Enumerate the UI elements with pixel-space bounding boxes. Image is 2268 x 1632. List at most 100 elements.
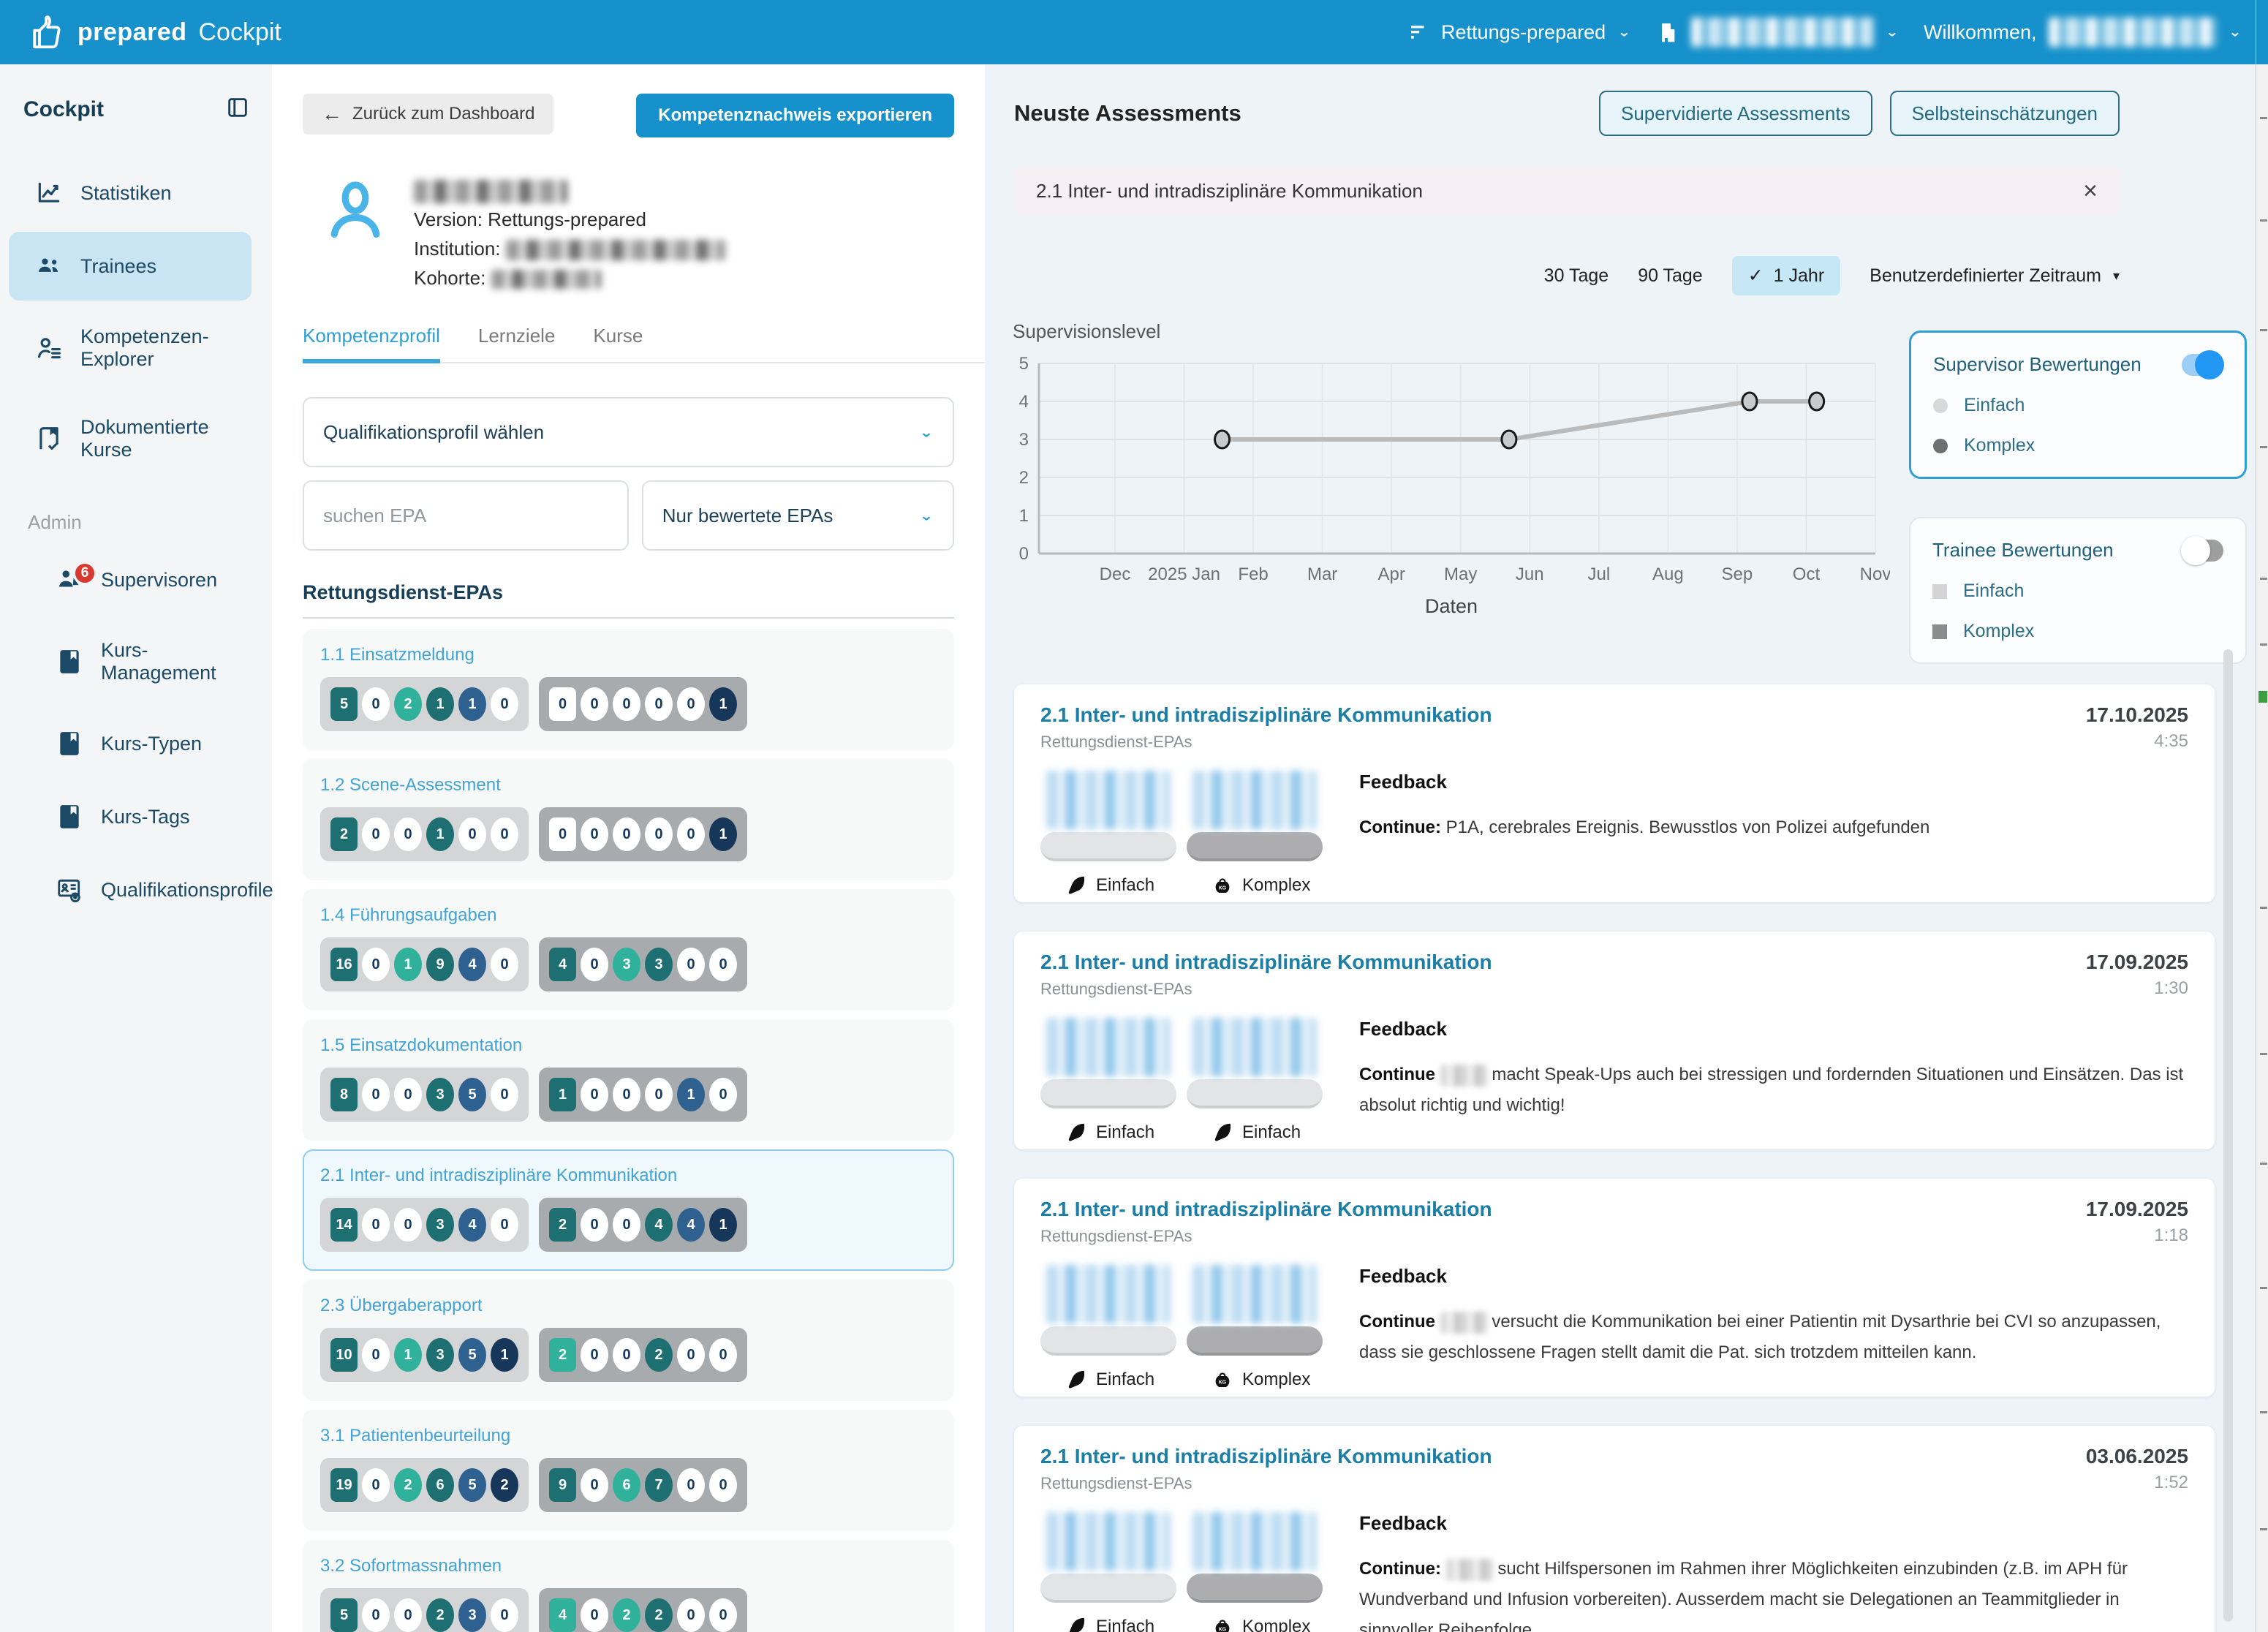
rating-column: Einfach indirekte Supervision — [1040, 1018, 1176, 1149]
epa-title-link[interactable]: 1.2 Scene-Assessment — [320, 775, 501, 795]
back-to-dashboard-button[interactable]: ← Zurück zum Dashboard — [303, 94, 554, 135]
qualification-profile-select[interactable]: Qualifikationsprofil wählen ⌄ — [303, 397, 954, 467]
feedback-heading: Feedback — [1359, 1018, 1447, 1040]
user-menu[interactable]: Willkommen, ⌄ — [1924, 18, 2242, 47]
sidebar-item-kurs-tags[interactable]: Kurs-Tags — [9, 782, 252, 851]
check-icon: ✓ — [1747, 265, 1764, 286]
supervisor-toggle[interactable] — [2182, 350, 2224, 379]
epa-count-badge: 2 — [394, 1468, 422, 1502]
prepared-logo-icon — [33, 15, 61, 49]
sidebar-item-label: Kurs-Management — [101, 639, 216, 684]
epa-item[interactable]: 2.1 Inter- und intradisziplinäre Kommuni… — [303, 1149, 954, 1271]
range-90-tage[interactable]: 90 Tage — [1638, 265, 1703, 286]
institution-switcher[interactable]: ⌄ — [1656, 18, 1899, 47]
tenant-switcher[interactable]: Rettungs-prepared ⌄ — [1407, 21, 1631, 44]
window-edge-scroll-strip[interactable] — [2256, 0, 2268, 1632]
epa-count-badge: 0 — [677, 948, 705, 981]
epa-title-link[interactable]: 2.3 Übergaberapport — [320, 1296, 483, 1315]
epa-count-badge: 0 — [581, 1078, 608, 1111]
feedback-block: Feedback Continue macht Speak-Ups auch b… — [1333, 1018, 2188, 1149]
self-assessments-button[interactable]: Selbsteinschätzungen — [1889, 91, 2120, 136]
sidebar-item-label: Qualifikationsprofile — [101, 878, 273, 901]
epa-title-link[interactable]: 1.4 Führungsaufgaben — [320, 905, 497, 925]
sidebar-item-dokumentierte-kurse[interactable]: Dokumentierte Kurse — [9, 396, 252, 482]
assessment-subtitle: Rettungsdienst-EPAs — [1040, 1474, 1192, 1492]
sidebar-item-statistiken[interactable]: Statistiken — [9, 159, 252, 227]
tab-lernziele[interactable]: Lernziele — [477, 325, 556, 347]
epa-count-badge: 9 — [426, 948, 454, 981]
chevron-down-icon: ⌄ — [918, 507, 934, 524]
sidebar-item-kurs-typen[interactable]: Kurs-Typen — [9, 709, 252, 778]
assessment-title-link[interactable]: 2.1 Inter- und intradisziplinäre Kommuni… — [1040, 951, 1492, 973]
epa-count-badge: 4 — [458, 948, 486, 981]
sidebar-item-kurs-management[interactable]: Kurs-Management — [9, 619, 252, 705]
epa-count-badge: 0 — [677, 1598, 705, 1632]
sidebar-item-kompetenzen-explorer[interactable]: Kompetenzen-Explorer — [9, 305, 252, 391]
rating-level-pill — [1040, 1079, 1176, 1108]
epa-title-link[interactable]: 1.1 Einsatzmeldung — [320, 645, 475, 665]
sidebar-item-supervisoren[interactable]: 6 Supervisoren — [9, 545, 252, 614]
epa-title-link[interactable]: 3.2 Sofortmassnahmen — [320, 1556, 502, 1576]
epa-count-badge: 0 — [645, 817, 673, 851]
epa-count-badge: 3 — [458, 1598, 486, 1632]
assessment-title-link[interactable]: 2.1 Inter- und intradisziplinäre Kommuni… — [1040, 703, 1492, 726]
sidebar-collapse-icon[interactable] — [225, 95, 250, 124]
feather-icon — [1065, 874, 1087, 896]
trainee-toggle[interactable] — [2181, 535, 2223, 565]
assessments-scrollbar[interactable] — [2223, 649, 2233, 1622]
complexity-label: KG Komplex — [1187, 1369, 1323, 1391]
custom-range-select[interactable]: Benutzerdefinierter Zeitraum ▾ — [1870, 265, 2120, 286]
epa-title-link[interactable]: 2.1 Inter- und intradisziplinäre Kommuni… — [320, 1166, 678, 1185]
range-1-jahr[interactable]: ✓ 1 Jahr — [1731, 256, 1841, 295]
time-range-filters: 30 Tage 90 Tage ✓ 1 Jahr Benutzerdefinierter… — [1014, 256, 2120, 295]
epa-count-badge: 1 — [426, 817, 454, 851]
close-icon[interactable]: × — [2083, 177, 2098, 205]
epa-count-badge: 0 — [677, 817, 705, 851]
trainee-detail-panel: ← Zurück zum Dashboard Kompetenznachweis… — [272, 64, 985, 1632]
supervisor-name-redacted — [1046, 771, 1171, 829]
epa-count-badge: 2 — [394, 687, 422, 721]
sidebar-item-trainees[interactable]: Trainees — [9, 232, 252, 301]
trainee-legend-box: Trainee Bewertungen Einfach Komplex — [1909, 517, 2247, 664]
assessment-title-link[interactable]: 2.1 Inter- und intradisziplinäre Kommuni… — [1040, 1445, 1492, 1467]
supervision-level-chart: Supervisionslevel Dec 2025 Jan Feb Mar Apr Ma… — [1005, 320, 1897, 664]
chart-x-axis-label: Daten — [1424, 595, 1478, 617]
epa-count-badge: 5 — [330, 687, 358, 721]
weight-icon: KG — [1212, 874, 1233, 896]
book-icon — [56, 803, 83, 831]
epa-filter-select[interactable]: Nur bewertete EPAs ⌄ — [641, 480, 954, 551]
epa-search-input[interactable] — [303, 480, 629, 551]
epa-count-badge: 0 — [394, 817, 422, 851]
trainees-icon — [35, 252, 63, 280]
tab-kompetenzprofil[interactable]: Kompetenzprofil — [303, 325, 440, 363]
epa-count-badge: 0 — [677, 1468, 705, 1502]
epa-count-badge: 0 — [613, 1208, 640, 1242]
supervised-assessments-button[interactable]: Supervidierte Assessments — [1599, 91, 1872, 136]
epa-title-link[interactable]: 3.1 Patientenbeurteilung — [320, 1426, 511, 1446]
epa-title-link[interactable]: 1.5 Einsatzdokumentation — [320, 1035, 523, 1055]
supervisor-name-redacted — [1046, 1512, 1171, 1571]
svg-text:2025 Jan: 2025 Jan — [1148, 564, 1220, 584]
feedback-text: Continue: P1A, cerebrales Ereignis. Bewu… — [1359, 817, 1930, 837]
epa-count-badge: 0 — [362, 1338, 390, 1372]
epa-count-badge: 5 — [458, 1468, 486, 1502]
epa-count-badge: 0 — [677, 1338, 705, 1372]
assessment-title-link[interactable]: 2.1 Inter- und intradisziplinäre Kommuni… — [1040, 1198, 1492, 1220]
course-check-icon — [35, 425, 63, 453]
sidebar-item-label: Supervisoren — [101, 568, 218, 591]
sidebar-item-qualifikationsprofile[interactable]: Qualifikationsprofile — [9, 855, 273, 924]
epa-count-badge: 0 — [362, 948, 390, 981]
epa-count-badge: 2 — [645, 1338, 673, 1372]
tab-kurse[interactable]: Kurse — [593, 325, 643, 347]
range-30-tage[interactable]: 30 Tage — [1543, 265, 1609, 286]
export-competency-button[interactable]: Kompetenznachweis exportieren — [636, 94, 954, 137]
